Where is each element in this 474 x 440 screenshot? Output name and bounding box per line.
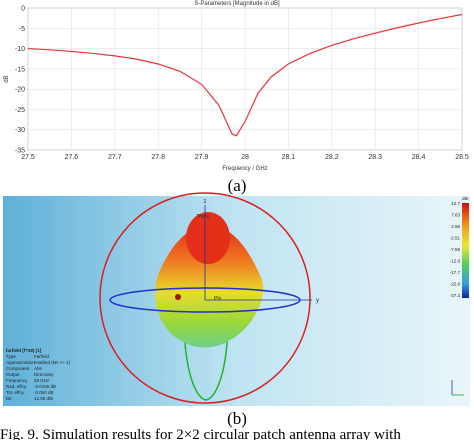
green-lobe	[183, 299, 229, 401]
colorbar-label: 7.63	[451, 213, 460, 218]
colorbar-label: -17.7	[450, 270, 461, 275]
x-tick-label: 28.2	[325, 154, 339, 161]
y-tick-label: -30	[15, 127, 25, 134]
colorbar-labels: 12.7 7.63 2.56 -2.51 -7.58 -12.6 -17.7 -22.8 -27…	[450, 201, 461, 298]
info-value: Abs	[34, 366, 43, 371]
x-tick-label: 27.8	[151, 154, 165, 161]
x-tick-label: 27.9	[195, 154, 209, 161]
info-value: Farfield	[34, 354, 50, 359]
axis-gizmo	[451, 380, 464, 396]
y-label: y	[316, 298, 319, 304]
colorbar-label: -22.8	[450, 282, 461, 287]
info-key: Component	[6, 366, 30, 371]
info-key: Type	[6, 354, 16, 359]
info-key: Output	[6, 372, 20, 377]
colorbar-label: -12.6	[450, 259, 461, 264]
y-tick-label: -25	[15, 107, 25, 114]
caption: Fig. 9. Simulation results for 2×2 circu…	[0, 427, 401, 440]
y-tick-label: -10	[15, 46, 25, 53]
colorbar-unit: dBi	[462, 196, 469, 201]
info-key: Frequency	[6, 378, 28, 383]
y-tick-label: -35	[15, 148, 25, 155]
info-key: Tot. effcy.	[6, 390, 25, 395]
data-line	[27, 13, 463, 137]
info-value: enabled (kR >> 1)	[34, 360, 71, 365]
pattern-body	[155, 224, 264, 348]
x-tick-label: 27.7	[108, 154, 122, 161]
colorbar-label: -7.58	[450, 247, 461, 252]
info-title: farfield (f=28) [1]	[6, 348, 42, 353]
x-tick-label: 28.3	[368, 154, 382, 161]
info-key: Dir.	[6, 396, 13, 401]
x-tick-label: 28.1	[282, 154, 296, 161]
info-key: Approximation	[6, 360, 35, 365]
red-circle	[99, 192, 311, 404]
panel-label: (a)	[228, 176, 247, 195]
y-tick-label: -15	[15, 66, 25, 73]
info-value: -0.0195 dB	[34, 384, 56, 389]
y-tick-label: 0	[21, 6, 25, 13]
colorbar-label: -2.51	[450, 236, 461, 241]
farfield-view: z y Theta Phi farfield (f=28) [1] Type Fa…	[3, 192, 470, 406]
theta-label: Theta	[196, 214, 209, 220]
colorbar-label: 12.7	[451, 201, 460, 206]
x-tick-label: 28.5	[455, 154, 469, 161]
x-axis-label: Frequency / GHz	[222, 166, 267, 172]
y-tick-label: -5	[19, 26, 25, 33]
info-value: 28 GHz	[34, 378, 50, 383]
colorbar	[462, 203, 469, 298]
info-value: 12.69 dBi	[34, 396, 53, 401]
chart-title: S-Parameters [Magnitude in dB]	[194, 1, 280, 7]
x-tick-label: 27.5	[21, 154, 35, 161]
x-tick-label: 28.4	[412, 154, 426, 161]
phi-label: Phi	[214, 296, 221, 302]
x-tick-label: 27.6	[65, 154, 79, 161]
x-tick-label: 28	[241, 154, 249, 161]
z-label: z	[204, 199, 207, 205]
y-axis-label: dB	[4, 75, 10, 82]
colorbar-label: 2.56	[451, 224, 460, 229]
info-value: Directivity	[34, 372, 54, 377]
info-key: Rad. effcy.	[6, 384, 27, 389]
main-lobe	[186, 212, 230, 264]
origin-marker	[175, 294, 181, 300]
colorbar-label: -27.3	[450, 293, 461, 298]
y-tick-label: -20	[15, 87, 25, 94]
info-value: -0.050 dB	[34, 390, 54, 395]
panel-label: (b)	[227, 409, 247, 428]
